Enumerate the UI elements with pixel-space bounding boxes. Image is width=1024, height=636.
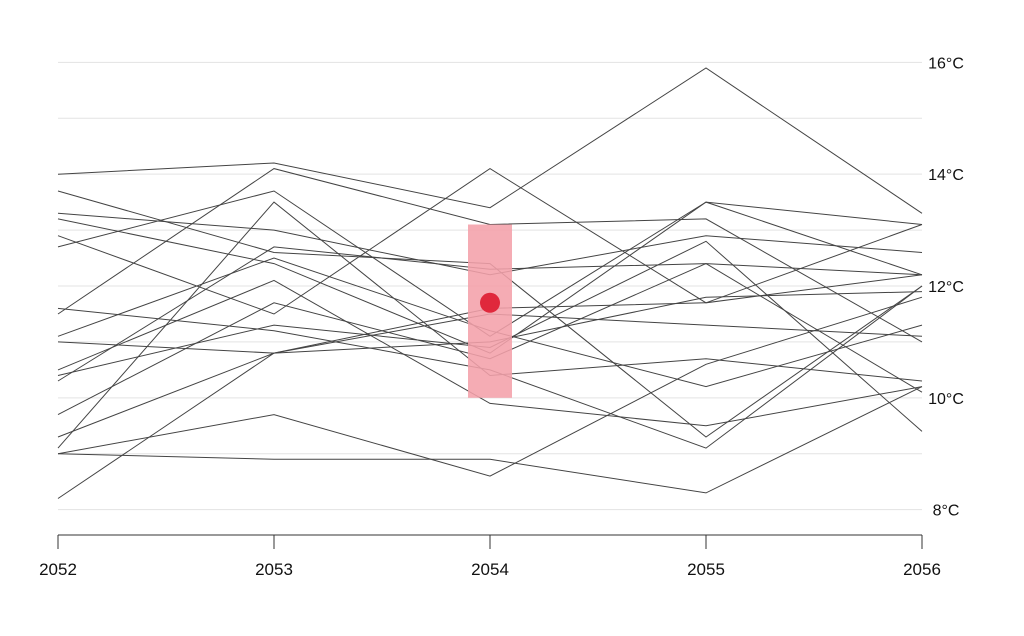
x-tick-label: 2053 xyxy=(255,560,293,579)
series-line-1 xyxy=(57,67,923,214)
highlight-point xyxy=(480,292,500,313)
x-tick-label: 2056 xyxy=(903,560,941,579)
series-line-18 xyxy=(57,386,923,494)
highlight-layer xyxy=(468,224,512,398)
x-axis: 2052 2053 2054 2055 2056 xyxy=(39,534,941,579)
y-tick-label: 12°C xyxy=(928,279,964,296)
y-tick-label: 10°C xyxy=(928,391,964,408)
y-tick-label: 14°C xyxy=(928,167,964,184)
x-tick-label: 2055 xyxy=(687,560,725,579)
y-tick-label: 16°C xyxy=(928,55,964,72)
y-axis-labels: 8°C 10°C 12°C 14°C 16°C xyxy=(928,55,964,519)
x-tick-label: 2054 xyxy=(471,560,509,579)
series-line-13 xyxy=(57,279,923,427)
series-line-6 xyxy=(57,168,923,315)
series-line-17 xyxy=(57,296,923,477)
x-tick-label: 2052 xyxy=(39,560,77,579)
y-tick-label: 8°C xyxy=(933,503,960,520)
